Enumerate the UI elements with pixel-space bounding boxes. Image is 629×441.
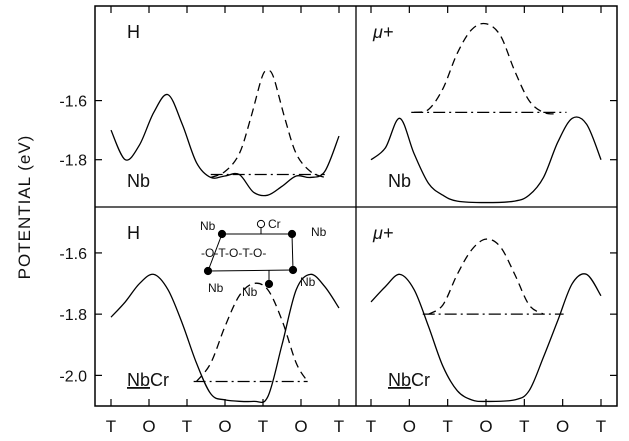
particle-label: μ+ (372, 223, 393, 243)
top-left-dashed-curve (210, 70, 325, 179)
top-left-solid-curve (110, 93, 340, 197)
inset-atom (256, 219, 266, 229)
y-tick-label: -1.6 (59, 94, 87, 111)
inset-atom-label: Nb (311, 225, 327, 239)
particle-label: H (127, 22, 140, 42)
y-axis-label: POTENTIAL (eV) (15, 135, 34, 280)
y-tick-label: -1.6 (59, 246, 87, 263)
inset-atom-label: Nb (242, 285, 258, 299)
inset-bond (207, 233, 223, 272)
inset-atom-label: Nb (200, 219, 216, 233)
material-label: NbCr (127, 370, 169, 390)
x-tick-label: O (218, 417, 231, 436)
x-tick-label: T (519, 417, 529, 436)
inset-chain-label: -O-T-O-T-O- (201, 246, 266, 260)
material-label: Nb (388, 171, 411, 191)
x-tick-label: T (596, 417, 606, 436)
x-tick-label: O (556, 417, 569, 436)
y-tick-label: -2.0 (59, 368, 87, 385)
x-tick-label: O (294, 417, 307, 436)
x-tick-label: O (479, 417, 492, 436)
inset-atom (287, 229, 297, 239)
y-tick-label: -1.8 (59, 307, 87, 324)
y-tick-label: -1.8 (59, 153, 87, 170)
particle-label: H (127, 223, 140, 243)
particle-label: μ+ (372, 22, 393, 42)
inset-atom (203, 266, 213, 276)
top-right-solid-curve (370, 116, 602, 204)
inset-atom (288, 265, 298, 275)
inset-atom (264, 279, 274, 289)
x-tick-label: O (142, 417, 155, 436)
x-tick-label: T (106, 417, 116, 436)
top-right-dashed-curve (413, 22, 558, 115)
x-tick-label: O (403, 417, 416, 436)
material-label-rest: Cr (411, 370, 430, 390)
material-label-rest: Cr (150, 370, 169, 390)
inset-atom-label: Nb (208, 281, 224, 295)
inset-atom-label: Cr (268, 217, 281, 231)
inset-bond (207, 269, 294, 272)
x-tick-label: T (366, 417, 376, 436)
material-label: Nb (127, 171, 150, 191)
x-tick-label: T (258, 417, 268, 436)
x-tick-label: T (442, 417, 452, 436)
x-tick-label: T (182, 417, 192, 436)
bottom-left-solid-curve (110, 273, 340, 404)
material-label-underlined: Nb (127, 370, 150, 390)
bottom-right-dashed-curve (428, 238, 544, 315)
bottom-left-dashed-curve (195, 282, 309, 382)
bottom-right-solid-curve (370, 273, 602, 403)
x-tick-label: T (334, 417, 344, 436)
inset-bond (291, 233, 294, 271)
material-label: NbCr (388, 370, 430, 390)
inset-atom-label: Nb (300, 275, 316, 289)
material-label-underlined: Nb (388, 370, 411, 390)
inset-atom (217, 229, 227, 239)
